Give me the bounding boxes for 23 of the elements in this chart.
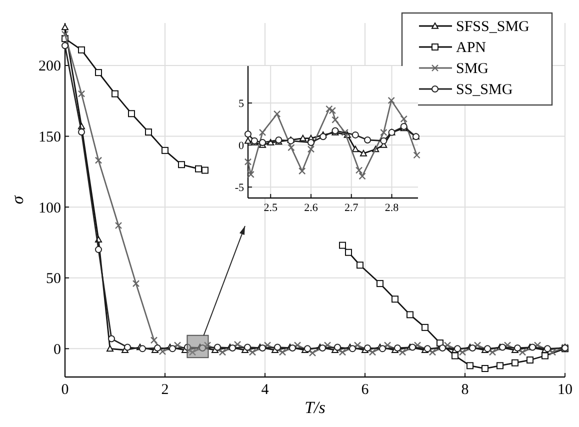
legend-label: SFSS_SMG: [456, 19, 530, 35]
x-tick-label: 6: [361, 382, 370, 398]
x-tick-label: 2: [161, 382, 169, 398]
y-tick-label: 50: [46, 271, 61, 288]
legend-label: SS_SMG: [456, 82, 513, 98]
x-tick-label: 2.8: [384, 202, 400, 214]
y-tick-label: 100: [38, 200, 61, 216]
y-tick-label: 200: [38, 58, 61, 75]
x-tick-label: 10: [558, 382, 572, 398]
x-tick-label: 2.7: [344, 202, 359, 214]
x-tick-label: 8: [461, 382, 469, 398]
x-tick-label: 2.6: [304, 202, 318, 214]
y-tick-label: 5: [238, 98, 244, 110]
y-tick-label: 0: [238, 140, 244, 152]
y-tick-label: 0: [54, 342, 61, 358]
y-tick-label: -5: [234, 182, 244, 194]
y-tick-label: 150: [38, 130, 61, 146]
x-tick-label: 2.5: [264, 202, 278, 214]
legend-label: APN: [456, 40, 486, 56]
legend-label: SMG: [456, 61, 489, 77]
x-tick-label: 4: [261, 382, 270, 398]
y-axis-title: σ: [8, 195, 27, 204]
x-axis-title: T/s: [304, 398, 326, 417]
